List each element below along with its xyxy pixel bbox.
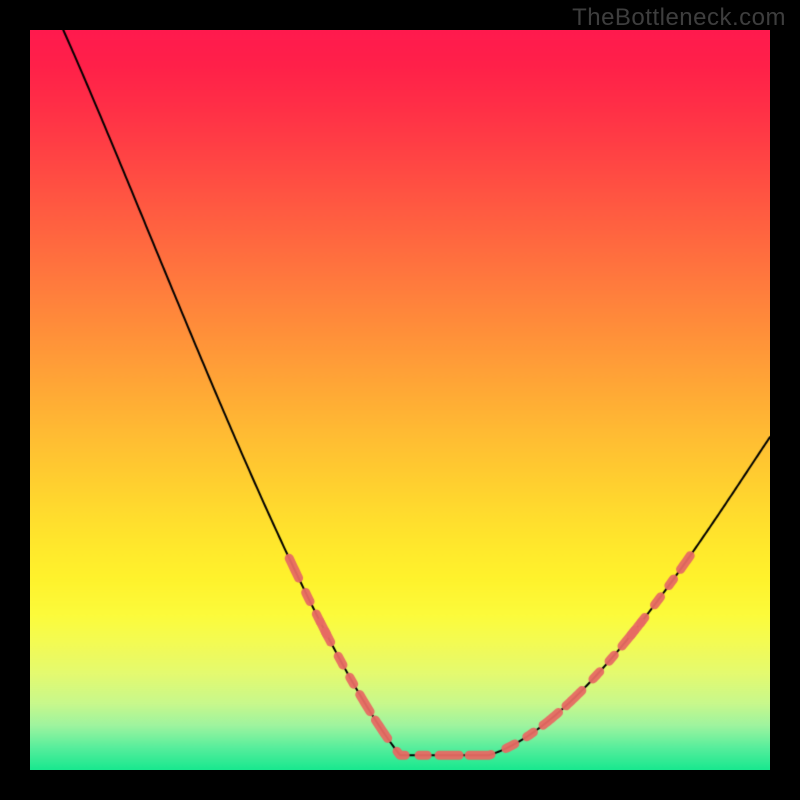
chart-frame: TheBottleneck.com — [0, 0, 800, 800]
plot-area — [30, 30, 770, 770]
chart-canvas — [30, 30, 770, 770]
watermark-text: TheBottleneck.com — [572, 4, 786, 32]
